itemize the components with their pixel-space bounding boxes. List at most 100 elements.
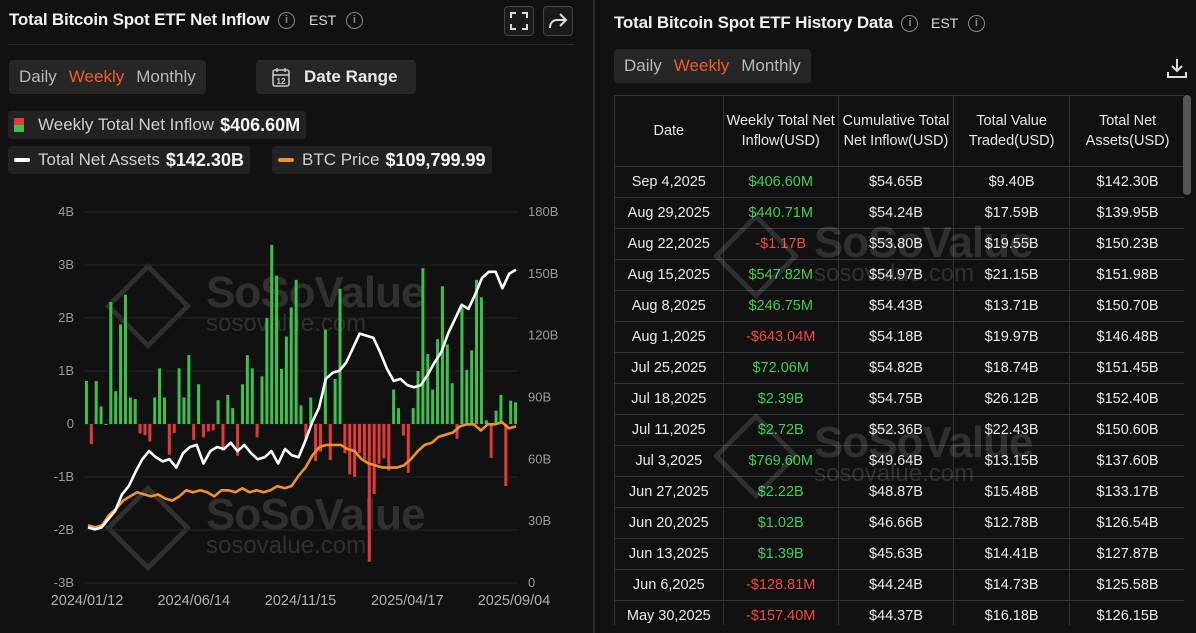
left-tab-daily[interactable]: Daily xyxy=(19,67,57,86)
inflow-bar-negative xyxy=(504,424,508,487)
inflow-bar-positive xyxy=(289,307,293,424)
date-range-button[interactable]: 12 Date Range xyxy=(256,60,416,94)
legend-assets[interactable]: Total Net Assets $142.30B xyxy=(8,146,250,174)
legend-btc[interactable]: BTC Price $109,799.99 xyxy=(272,146,492,174)
cell-net-assets: $152.40B xyxy=(1069,383,1184,415)
col-cumulative-inflow[interactable]: Cumulative Total Net Inflow(USD) xyxy=(837,95,955,167)
cell-value-traded: $18.74B xyxy=(953,352,1071,384)
inflow-bar-positive xyxy=(226,394,230,424)
inflow-chart[interactable]: 4B 3B 2B 1B 0 -1B -2B -3B 180B 150B 120B 90B 60B 30B 0… xyxy=(0,195,586,615)
cell-value-traded: $14.73B xyxy=(953,569,1071,601)
fullscreen-icon[interactable] xyxy=(504,6,534,36)
inflow-bar-positive xyxy=(279,368,284,424)
cell-net-assets: $126.15B xyxy=(1069,600,1184,625)
col-value-traded[interactable]: Total Value Traded(USD) xyxy=(953,95,1071,167)
right-tab-daily[interactable]: Daily xyxy=(624,56,662,75)
inflow-bar-positive xyxy=(153,397,157,424)
legend-inflow[interactable]: Weekly Total Net Inflow $406.60M xyxy=(8,111,307,139)
col-date[interactable]: Date xyxy=(614,95,724,167)
left-tick-label: 0 xyxy=(67,416,74,431)
table-row[interactable]: Jul 3,2025 $769.60M $49.64B $13.15B $137.60B xyxy=(614,445,1184,477)
table-row[interactable]: May 30,2025 -$157.40M $44.37B $16.18B $126.1… xyxy=(614,600,1184,625)
inflow-bar-positive xyxy=(416,371,420,424)
cell-cumulative-inflow: $54.75B xyxy=(837,383,955,415)
cell-date: Jul 11,2025 xyxy=(614,414,724,446)
inflow-bar-positive xyxy=(465,369,469,424)
right-tab-weekly[interactable]: Weekly xyxy=(673,56,730,75)
table-row[interactable]: Aug 22,2025 -$1.17B $53.80B $19.55B $150.23B xyxy=(614,228,1184,260)
inflow-bar-positive xyxy=(421,268,425,424)
inflow-bar-positive xyxy=(270,244,274,424)
info-icon[interactable]: i xyxy=(277,12,295,29)
col-net-assets[interactable]: Total Net Assets(USD) xyxy=(1069,95,1184,167)
inflow-bar-negative xyxy=(206,424,210,432)
inflow-bar-positive xyxy=(436,339,440,424)
inflow-bar-positive xyxy=(104,424,108,425)
inflow-bar-positive xyxy=(333,378,337,424)
inflow-bar-positive xyxy=(275,275,279,424)
cell-value-traded: $9.40B xyxy=(953,166,1071,198)
cell-net-assets: $150.23B xyxy=(1069,228,1184,260)
btc-swatch-icon xyxy=(278,158,294,162)
tz-info-icon[interactable]: i xyxy=(967,15,985,32)
inflow-bar-negative xyxy=(167,424,171,455)
cell-cumulative-inflow: $54.24B xyxy=(837,197,955,229)
table-row[interactable]: Jul 25,2025 $72.06M $54.82B $18.74B $151.45B xyxy=(614,352,1184,384)
inflow-bar-positive xyxy=(128,397,132,424)
col-weekly-inflow[interactable]: Weekly Total Net Inflow(USD) xyxy=(722,95,839,167)
inflow-bar-positive xyxy=(397,408,401,424)
inflow-bar-positive xyxy=(460,307,464,424)
inflow-bar-negative xyxy=(221,424,225,451)
left-panel-title: Total Bitcoin Spot ETF Net Inflow i xyxy=(9,10,295,30)
table-row[interactable]: Jul 18,2025 $2.39B $54.75B $26.12B $152.40B xyxy=(614,383,1184,415)
inflow-bar-positive xyxy=(440,286,444,424)
cell-net-assets: $151.98B xyxy=(1069,259,1184,291)
inflow-bar-positive xyxy=(177,368,181,424)
table-row[interactable]: Jun 13,2025 $1.39B $45.63B $14.41B $127.87B xyxy=(614,538,1184,570)
cell-weekly-inflow: -$128.81M xyxy=(722,569,839,601)
inflow-bar-positive xyxy=(265,318,269,424)
tz-info-icon[interactable]: i xyxy=(345,12,363,29)
cell-net-assets: $137.60B xyxy=(1069,445,1184,477)
inflow-bar-positive xyxy=(494,410,498,424)
share-icon[interactable] xyxy=(543,6,573,36)
left-tab-monthly[interactable]: Monthly xyxy=(136,67,196,86)
info-icon[interactable]: i xyxy=(901,15,919,32)
inflow-bar-negative xyxy=(148,424,152,442)
download-icon[interactable] xyxy=(1165,56,1189,80)
history-table-wrap[interactable]: Date Weekly Total Net Inflow(USD) Cumula… xyxy=(614,95,1184,625)
table-row[interactable]: Jun 6,2025 -$128.81M $44.24B $14.73B $125.58… xyxy=(614,569,1184,601)
cell-date: Jun 6,2025 xyxy=(614,569,724,601)
table-row[interactable]: Sep 4,2025 $406.60M $54.65B $9.40B $142.30B xyxy=(614,166,1184,198)
table-row[interactable]: Jun 27,2025 $2.22B $48.87B $15.48B $133.17B xyxy=(614,476,1184,508)
cell-cumulative-inflow: $54.43B xyxy=(837,290,955,322)
left-tick-label: -3B xyxy=(54,575,74,590)
table-row[interactable]: Aug 15,2025 $547.82M $54.97B $21.15B $151.98… xyxy=(614,259,1184,291)
cell-weekly-inflow: $1.02B xyxy=(722,507,839,539)
cell-weekly-inflow: -$643.04M xyxy=(722,321,839,353)
cell-cumulative-inflow: $53.80B xyxy=(837,228,955,260)
date-range-label: Date Range xyxy=(304,67,398,86)
inflow-bar-negative xyxy=(255,424,259,438)
inflow-bar-negative xyxy=(455,424,459,439)
table-row[interactable]: Aug 8,2025 $246.75M $54.43B $13.71B $150.70B xyxy=(614,290,1184,322)
cell-cumulative-inflow: $52.36B xyxy=(837,414,955,446)
table-row[interactable]: Aug 1,2025 -$643.04M $54.18B $19.97B $146.48… xyxy=(614,321,1184,353)
cell-cumulative-inflow: $54.97B xyxy=(837,259,955,291)
cell-cumulative-inflow: $54.18B xyxy=(837,321,955,353)
inflow-bar-positive xyxy=(499,394,503,424)
inflow-bar-positive xyxy=(158,368,162,424)
table-scrollbar[interactable] xyxy=(1183,95,1191,195)
cell-cumulative-inflow: $54.65B xyxy=(837,166,955,198)
table-row[interactable]: Jul 11,2025 $2.72B $52.36B $22.43B $150.60B xyxy=(614,414,1184,446)
right-tab-monthly[interactable]: Monthly xyxy=(741,56,801,75)
left-tab-weekly[interactable]: Weekly xyxy=(68,67,125,86)
cell-cumulative-inflow: $44.37B xyxy=(837,600,955,625)
inflow-bar-negative xyxy=(304,424,308,440)
cell-net-assets: $151.45B xyxy=(1069,352,1184,384)
table-row[interactable]: Aug 29,2025 $440.71M $54.24B $17.59B $139.95… xyxy=(614,197,1184,229)
table-row[interactable]: Jun 20,2025 $1.02B $46.66B $12.78B $126.54B xyxy=(614,507,1184,539)
legend-assets-label: Total Net Assets xyxy=(38,150,160,169)
cell-date: Jul 3,2025 xyxy=(614,445,724,477)
left-tick-label: 1B xyxy=(58,363,74,378)
